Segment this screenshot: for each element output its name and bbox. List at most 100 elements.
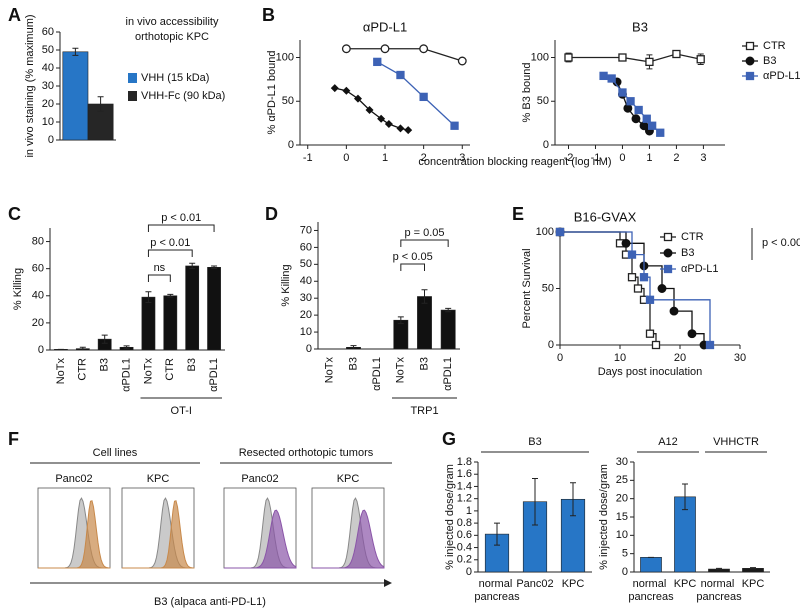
y-tick-label: 30 xyxy=(300,292,312,304)
y-tick-label: 0.4 xyxy=(457,541,472,553)
group-label: A12 xyxy=(658,436,678,448)
marker xyxy=(633,284,643,293)
marker xyxy=(672,49,681,59)
marker xyxy=(419,44,429,54)
x-tick-label: -1 xyxy=(591,152,601,164)
x-tick-label: B3 xyxy=(347,357,359,370)
marker xyxy=(656,128,665,137)
legend-marker xyxy=(745,71,755,81)
marker xyxy=(330,84,339,93)
bracket xyxy=(147,224,215,232)
bracket-label: p < 0.05 xyxy=(393,251,433,263)
histogram-stain xyxy=(122,500,195,569)
histogram-stain xyxy=(38,500,111,569)
marker xyxy=(564,53,573,62)
y-tick-label: 60 xyxy=(42,26,54,38)
error-bar xyxy=(101,334,108,344)
marker xyxy=(599,71,608,81)
y-tick-label: 100 xyxy=(276,51,294,63)
y-tick-label: 0 xyxy=(306,343,312,355)
series-line xyxy=(346,48,463,62)
y-tick-label: 5 xyxy=(622,548,628,560)
y-tick-label: 40 xyxy=(300,275,312,287)
y-tick-label: 15 xyxy=(616,511,628,523)
marker xyxy=(419,92,428,102)
y-tick-label: 100 xyxy=(531,51,549,63)
error-bar xyxy=(532,478,538,526)
y-tick-label: 30 xyxy=(42,80,54,92)
y-tick-label: 0 xyxy=(466,566,472,578)
error-bar xyxy=(750,567,756,570)
x-tick-label: 1 xyxy=(646,152,652,164)
marker xyxy=(621,238,631,248)
marker xyxy=(618,88,627,97)
y-axis-label: % Killing xyxy=(280,264,292,306)
x-tick-label: -2 xyxy=(564,152,574,164)
error-bar xyxy=(350,345,357,350)
y-tick-label: 0 xyxy=(548,339,554,351)
marker xyxy=(626,97,635,106)
bar xyxy=(440,309,456,350)
y-tick-label: 40 xyxy=(32,290,44,302)
x-tick-label: αPDL1 xyxy=(371,357,383,391)
y-tick-label: 10 xyxy=(616,529,628,541)
histogram-stain xyxy=(224,509,297,569)
panel-letter: F xyxy=(8,429,19,449)
x-axis-label: B3 (alpaca anti-PD-L1) xyxy=(154,596,266,608)
annotation: p < 0.004 xyxy=(762,237,800,249)
y-tick-label: 25 xyxy=(616,474,628,486)
bar xyxy=(393,319,409,350)
error-bar xyxy=(72,47,79,56)
series-line xyxy=(376,61,455,127)
bar xyxy=(141,296,156,351)
marker xyxy=(607,74,616,83)
bracket xyxy=(147,249,193,257)
marker xyxy=(639,273,649,282)
marker xyxy=(631,114,641,124)
y-axis-label: % injected dose/gram xyxy=(444,464,456,570)
x-tick-label: KPC xyxy=(674,578,697,590)
legend-marker xyxy=(745,56,755,66)
y-tick-label: 0 xyxy=(38,344,44,356)
error-bar xyxy=(421,289,428,304)
y-tick-label: 10 xyxy=(300,326,312,338)
marker xyxy=(396,70,405,80)
y-tick-label: 0.8 xyxy=(457,517,472,529)
x-tick-label: αPDL1 xyxy=(120,358,132,392)
x-tick-label: αPDL1 xyxy=(442,357,454,391)
panel-letter: E xyxy=(512,204,524,224)
x-tick-label: Panc02 xyxy=(516,578,553,590)
marker xyxy=(647,121,657,130)
error-bar xyxy=(79,346,86,351)
error-bar xyxy=(445,307,452,313)
y-axis-label: % injected dose/gram xyxy=(598,464,610,570)
error-bar xyxy=(494,522,500,546)
bracket-label: ns xyxy=(154,262,166,274)
sample-label: KPC xyxy=(337,473,360,485)
legend-marker xyxy=(663,232,673,242)
panel-letter: G xyxy=(442,429,456,449)
error-bar xyxy=(123,345,130,350)
marker xyxy=(380,44,390,54)
y-tick-label: 70 xyxy=(300,224,312,236)
y-tick-label: 50 xyxy=(300,258,312,270)
x-tick-label: NoTx xyxy=(324,357,336,384)
legend-swatch xyxy=(128,73,137,83)
legend-label: CTR xyxy=(681,231,704,243)
marker xyxy=(627,273,637,282)
y-axis-label: % αPD-L1 bound xyxy=(266,50,278,134)
group-label: B3 xyxy=(528,436,541,448)
marker xyxy=(404,126,413,135)
legend-marker xyxy=(745,41,755,51)
chart-title: in vivo accessibility xyxy=(126,16,219,28)
y-tick-label: 60 xyxy=(300,241,312,253)
x-tick-label: -1 xyxy=(303,152,313,164)
marker xyxy=(645,329,655,338)
legend-label: B3 xyxy=(763,55,776,67)
x-tick-label: NoTx xyxy=(395,357,407,384)
bar xyxy=(640,557,662,573)
bar xyxy=(62,51,89,141)
marker xyxy=(396,124,405,133)
marker xyxy=(341,44,351,54)
marker xyxy=(384,120,393,128)
